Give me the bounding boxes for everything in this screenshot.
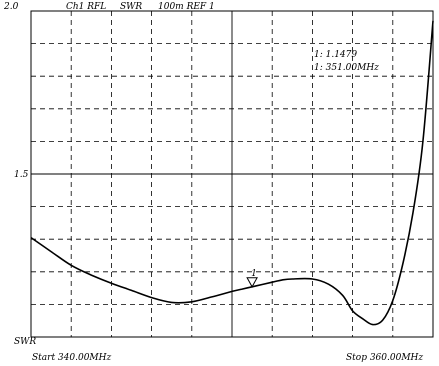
channel-label: Ch1 RFL	[66, 2, 106, 12]
start-frequency-label: Start 340.00MHz	[32, 353, 111, 363]
scale-top-label: 2.0	[3, 2, 19, 12]
stop-frequency-label: Stop 360.00MHz	[346, 353, 423, 363]
swr-axis-label: SWR	[14, 337, 36, 347]
mid-scale-label: 1.5	[14, 170, 29, 180]
scale-div-label: 100m REF 1	[158, 2, 215, 12]
marker-1: 1	[246, 269, 258, 288]
marker-number-label: 1	[251, 269, 257, 279]
grid	[31, 11, 433, 337]
swr-trace	[30, 20, 434, 326]
marker-triangle	[246, 277, 258, 288]
plot-frame	[30, 10, 434, 338]
marker-readout-freq: 1: 351.00MHz	[314, 63, 379, 73]
format-label: SWR	[120, 2, 142, 12]
marker-readout-value: 1: 1.1479	[314, 50, 357, 60]
